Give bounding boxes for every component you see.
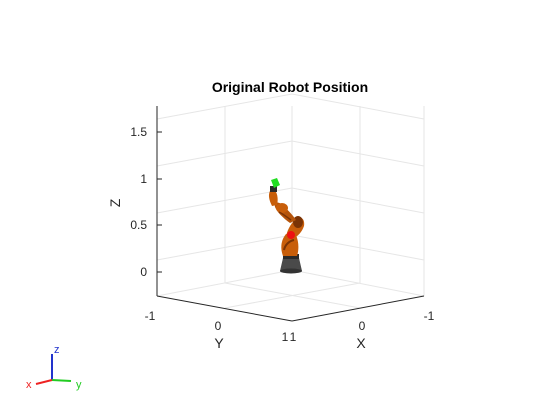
y-axis-label: Y — [214, 335, 224, 351]
x-axis-label: X — [356, 335, 366, 351]
plot-title: Original Robot Position — [212, 79, 368, 95]
axes-lines — [156, 106, 425, 322]
z-tick-marks — [157, 131, 162, 273]
x-tick-label: -1 — [424, 309, 435, 323]
y-tick-label: 0 — [215, 319, 222, 333]
z-tick-label: 0.5 — [130, 218, 147, 232]
orientation-triad: z y x — [26, 344, 82, 391]
z-axis-label: Z — [107, 198, 123, 207]
triad-y-label: y — [76, 379, 82, 391]
robot-arm — [268, 178, 305, 274]
z-tick-label: 1.5 — [130, 125, 147, 139]
z-tick-label: 0 — [140, 265, 147, 279]
end-effector — [271, 178, 280, 188]
y-tick-label: -1 — [145, 309, 156, 323]
x-tick-label: 0 — [359, 319, 366, 333]
z-tick-label: 1 — [140, 172, 147, 186]
triad-z-label: z — [54, 344, 60, 356]
x-tick-label: 1 — [290, 330, 297, 344]
robot-link — [281, 234, 299, 256]
grid-lines — [156, 93, 425, 309]
robot-wrist — [268, 191, 278, 206]
y-tick-label: 1 — [282, 330, 289, 344]
robot-base — [280, 258, 302, 271]
triad-x-label: x — [26, 379, 32, 391]
joint-marker — [287, 231, 295, 239]
